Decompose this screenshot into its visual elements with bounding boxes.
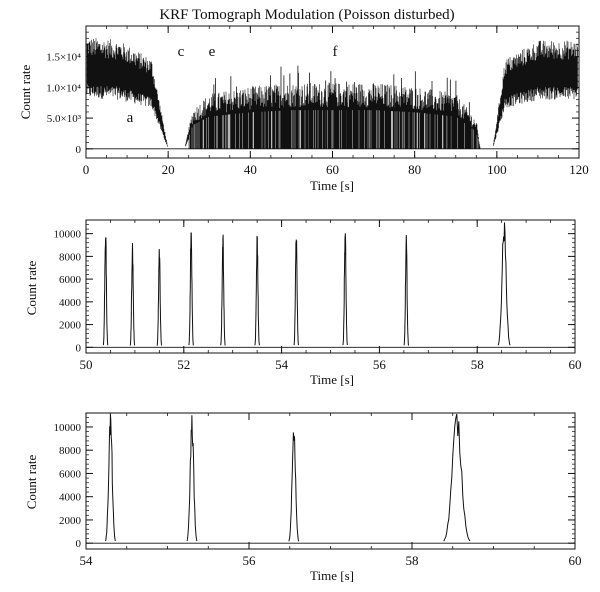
annotation-c: c <box>178 44 185 60</box>
figure-title: KRF Tomograph Modulation (Poisson distur… <box>159 7 454 23</box>
chart-panel-top: 0 20 40 60 80 100 120 0 5.0×10³ 1.0×10⁴ 1.5×10⁴ Ti… <box>18 25 589 193</box>
chart-panel-middle: 50 52 54 56 58 60 0 2000 4000 6000 8000 10000 Time … <box>24 219 582 387</box>
y-tick-label: 6000 <box>59 274 82 286</box>
y-tick-label: 10000 <box>54 229 82 241</box>
annotation-e: e <box>209 44 216 60</box>
peak <box>129 242 136 346</box>
x-tick-label: 60 <box>569 553 582 568</box>
x-tick-label: 50 <box>80 357 93 372</box>
y-tick-label: 5.0×10³ <box>47 113 82 125</box>
y-tick-label: 8000 <box>59 251 82 263</box>
y-tick-label: 1.5×10⁴ <box>46 52 81 64</box>
x-tick-label: 60 <box>326 162 339 177</box>
x-tick-label: 120 <box>569 162 589 177</box>
y-tick-label: 1.0×10⁴ <box>46 82 81 94</box>
x-tick-label: 54 <box>275 357 289 372</box>
y-tick-label: 0 <box>76 144 82 156</box>
plot-area <box>86 38 579 150</box>
x-tick-label: 56 <box>373 357 387 372</box>
y-tick-label: 2000 <box>59 320 82 332</box>
y-tick-label: 10000 <box>54 422 82 434</box>
y-tick-label: 8000 <box>59 445 82 457</box>
plot-area <box>86 222 575 348</box>
y-tick-label: 0 <box>76 538 82 550</box>
axes: 50 52 54 56 58 60 0 2000 4000 6000 8000 10000 <box>54 219 582 372</box>
y-tick-label: 4000 <box>59 492 82 504</box>
x-tick-label: 100 <box>487 162 507 177</box>
y-axis-label: Count rate <box>24 261 39 316</box>
y-tick-label: 6000 <box>59 468 82 480</box>
peak <box>293 239 299 346</box>
peak <box>288 432 300 542</box>
peak <box>403 234 409 346</box>
peak <box>443 413 471 542</box>
x-tick-label: 54 <box>80 553 94 568</box>
x-tick-label: 52 <box>177 357 190 372</box>
x-axis-label: Time [s] <box>310 178 354 193</box>
y-axis-label: Count rate <box>24 455 39 510</box>
peak <box>254 235 260 346</box>
peak <box>102 237 109 346</box>
x-axis-label: Time [s] <box>310 568 354 583</box>
x-tick-label: 58 <box>406 553 419 568</box>
plot-frame <box>85 412 576 550</box>
x-tick-label: 20 <box>162 162 175 177</box>
x-tick-label: 80 <box>408 162 421 177</box>
peak <box>186 415 198 542</box>
axes: 54 56 58 60 0 2000 4000 6000 8000 10000 <box>54 412 582 568</box>
peak <box>497 222 511 346</box>
x-tick-label: 40 <box>244 162 257 177</box>
y-tick-label: 2000 <box>59 515 82 527</box>
y-tick-label: 0 <box>76 342 82 354</box>
x-tick-label: 0 <box>83 162 90 177</box>
peak <box>220 234 226 346</box>
plot-area <box>86 413 575 544</box>
peak <box>342 233 348 346</box>
annotation-f: f <box>333 44 338 60</box>
peak <box>105 413 116 542</box>
peak <box>188 232 194 346</box>
y-tick-label: 4000 <box>59 297 82 309</box>
y-axis-label: Count rate <box>18 65 33 120</box>
x-tick-label: 56 <box>243 553 257 568</box>
x-tick-label: 58 <box>471 357 484 372</box>
x-tick-label: 60 <box>569 357 582 372</box>
x-axis-label: Time [s] <box>310 372 354 387</box>
peak <box>156 249 163 346</box>
annotation-a: a <box>127 110 134 126</box>
axes: 0 20 40 60 80 100 120 0 5.0×10³ 1.0×10⁴ 1.5×10⁴ <box>46 25 589 177</box>
